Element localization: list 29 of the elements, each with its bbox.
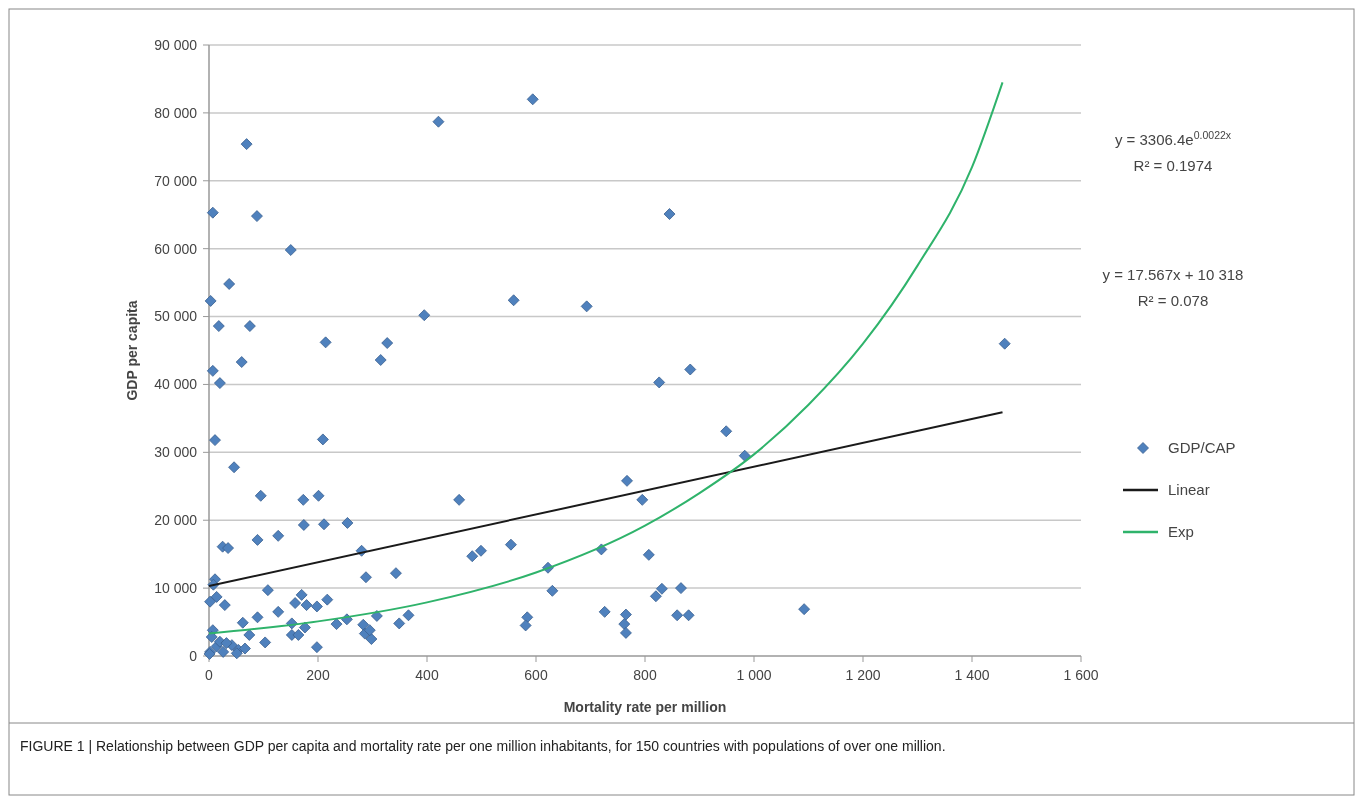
y-tick-label: 80 000 bbox=[154, 104, 198, 121]
legend-label: Linear bbox=[1168, 481, 1210, 499]
legend-label: GDP/CAP bbox=[1168, 439, 1236, 457]
x-tick-label: 1 200 bbox=[845, 667, 881, 683]
x-tick-label: 0 bbox=[205, 667, 214, 683]
text: y = 17.567x + 10 318 bbox=[1102, 266, 1244, 283]
y-axis-title: GDP per capita bbox=[124, 300, 140, 401]
x-tick-label: 600 bbox=[524, 667, 548, 683]
y-tick-label: 90 000 bbox=[154, 36, 198, 53]
legend-label: Exp bbox=[1168, 523, 1194, 541]
x-tick-label: 400 bbox=[415, 667, 439, 683]
y-tick-label: 0 bbox=[189, 647, 198, 664]
x-tick-label: 1 000 bbox=[736, 667, 772, 683]
text: y = 3306.4e$^{0.0022x}$ bbox=[1114, 129, 1232, 148]
text: R² = 0.1974 bbox=[1133, 157, 1213, 174]
y-tick-label: 70 000 bbox=[154, 172, 198, 189]
text: R² = 0.078 bbox=[1137, 292, 1209, 309]
x-tick-label: 800 bbox=[633, 667, 657, 683]
y-tick-label: 50 000 bbox=[154, 308, 198, 325]
x-tick-label: 200 bbox=[306, 667, 330, 683]
y-tick-label: 30 000 bbox=[154, 444, 198, 461]
y-tick-label: 60 000 bbox=[154, 240, 198, 257]
y-tick-label: 40 000 bbox=[154, 376, 198, 393]
caption: FIGURE 1 | Relationship between GDP per capita and mortality rate per one million inhabitants, for 150 countries with populations of over one million. bbox=[20, 738, 946, 754]
x-tick-label: 1 600 bbox=[1063, 667, 1099, 683]
x-tick-label: 1 400 bbox=[954, 667, 990, 683]
x-axis-title: Mortality rate per million bbox=[563, 699, 727, 715]
y-tick-label: 20 000 bbox=[154, 512, 198, 529]
y-tick-label: 10 000 bbox=[154, 580, 198, 597]
